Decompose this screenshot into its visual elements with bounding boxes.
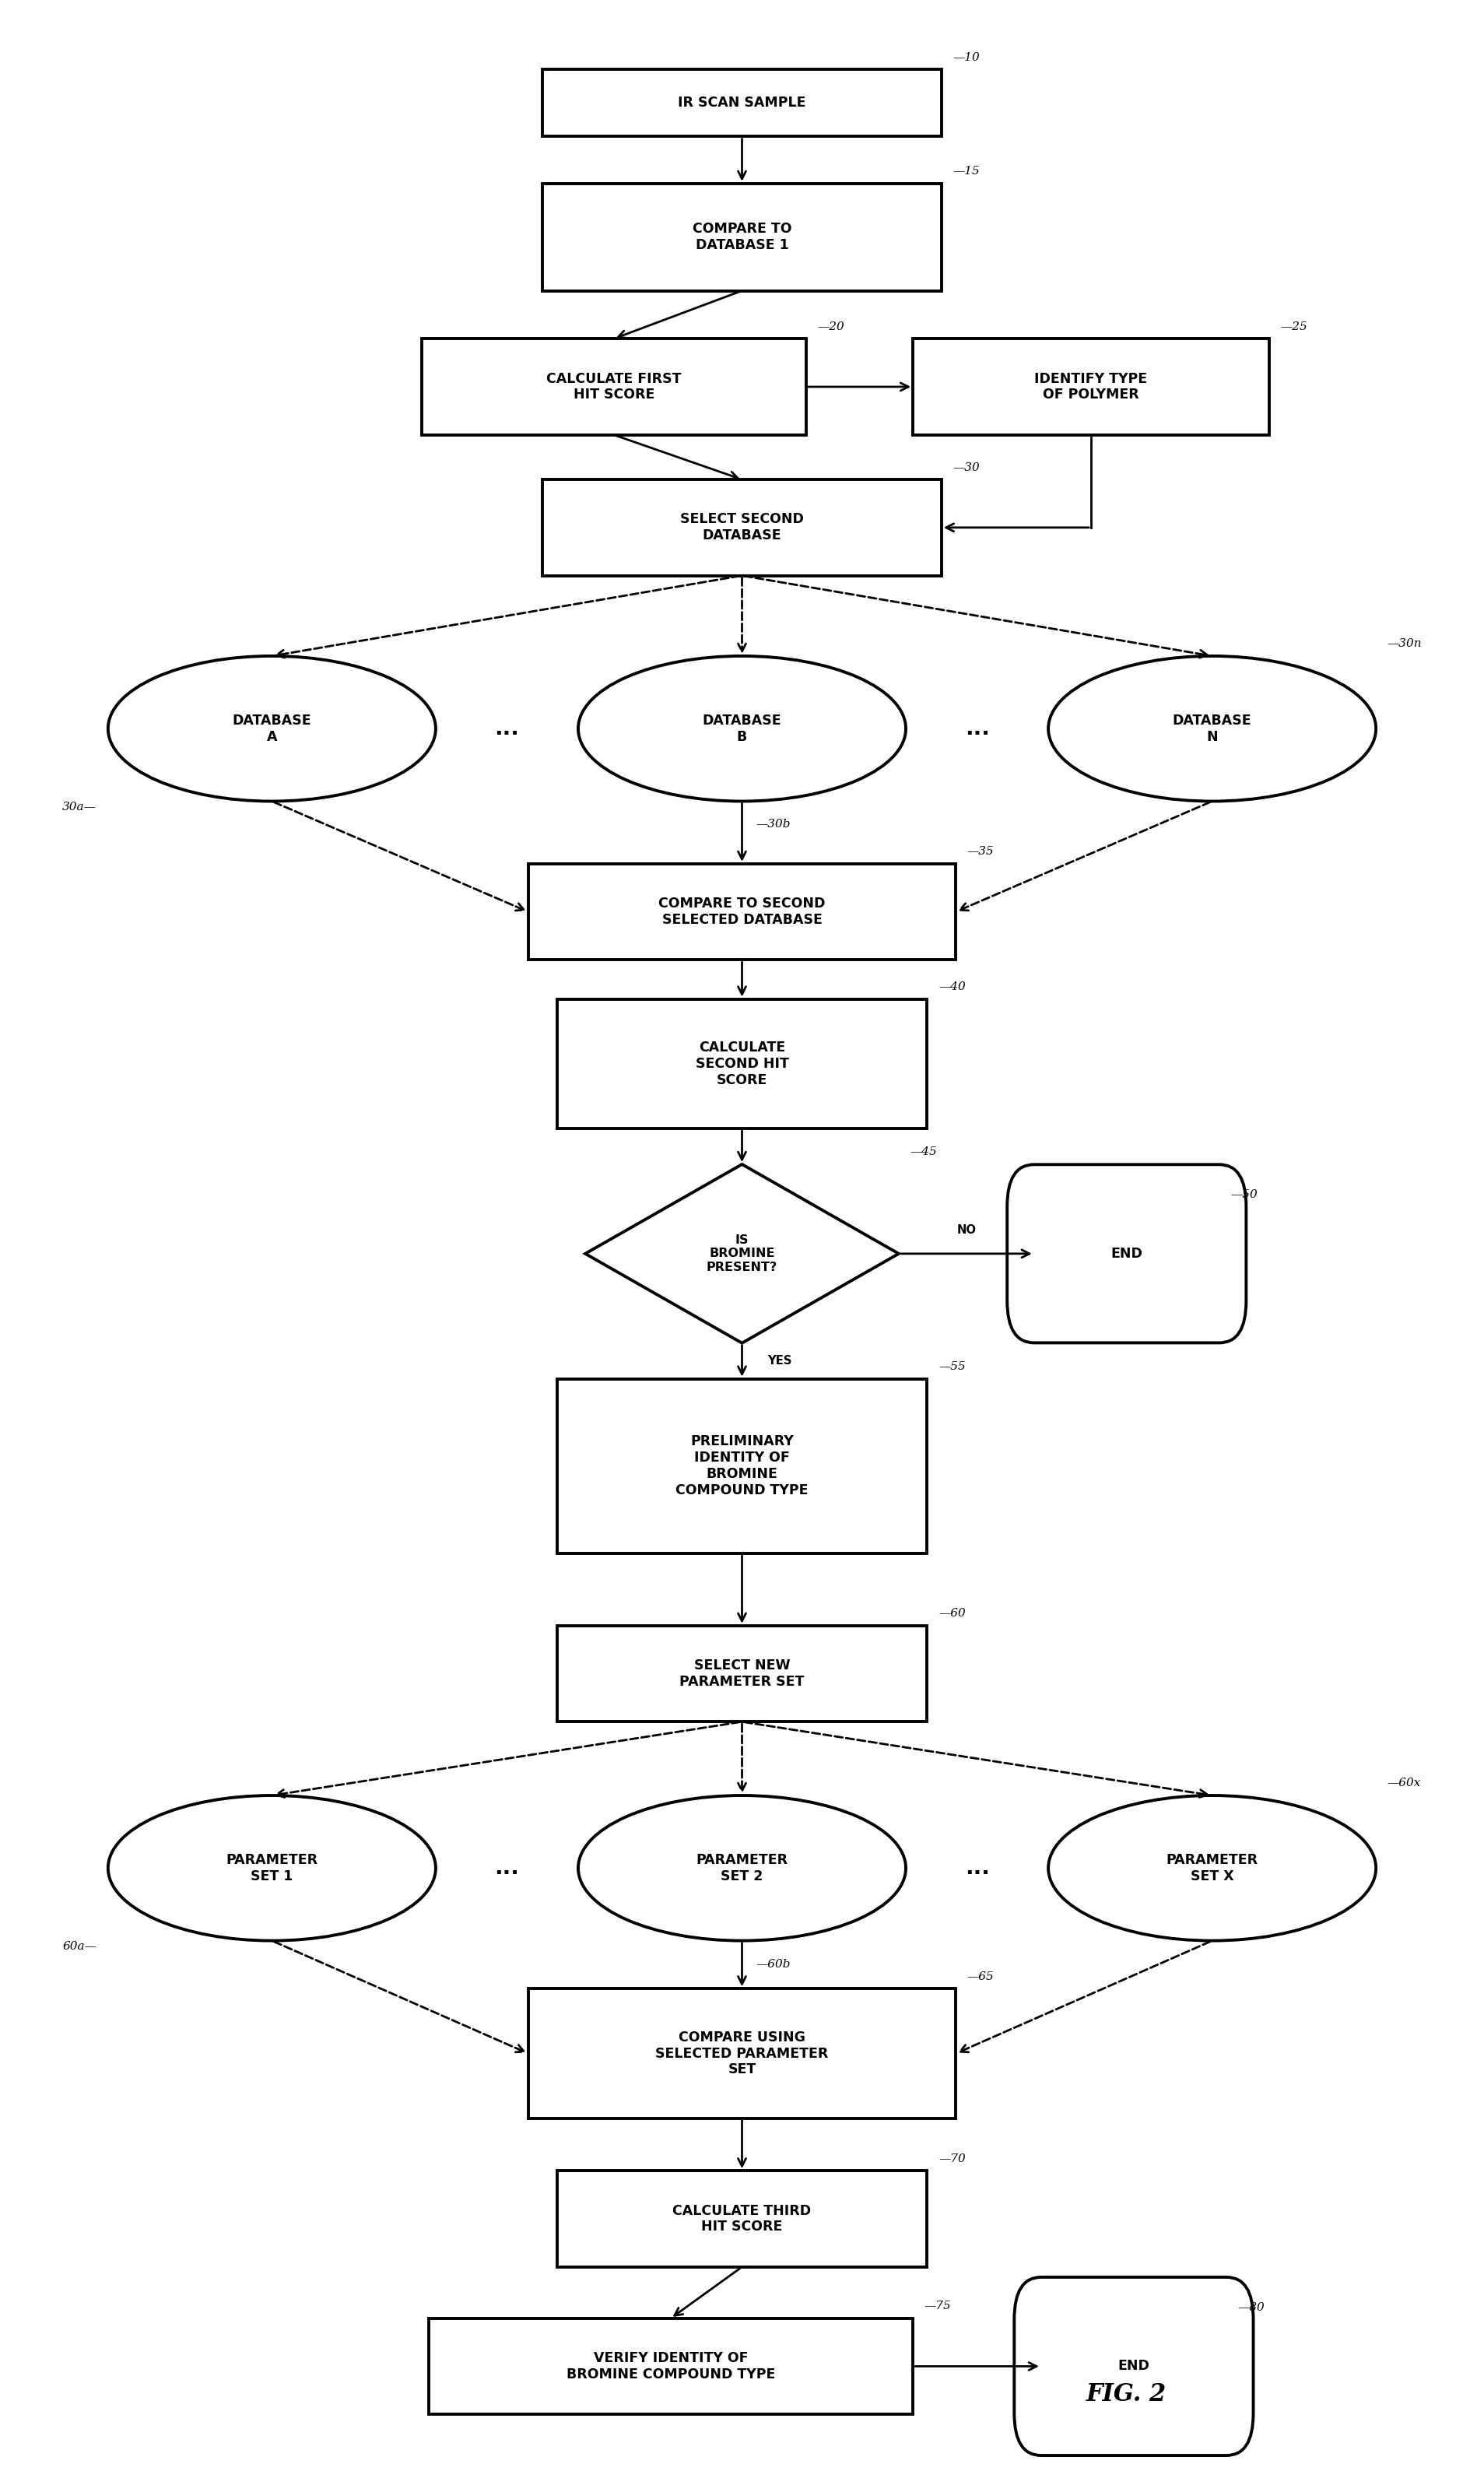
Text: —30n: —30n [1388,639,1422,649]
FancyBboxPatch shape [556,1379,928,1553]
Text: 60a—: 60a— [62,1941,96,1951]
Text: ...: ... [965,718,990,741]
Ellipse shape [1048,656,1376,800]
Text: —50: —50 [1230,1190,1258,1200]
Text: PARAMETER
SET 2: PARAMETER SET 2 [696,1854,788,1884]
Text: DATABASE
A: DATABASE A [233,713,312,743]
Text: IR SCAN SAMPLE: IR SCAN SAMPLE [678,97,806,109]
Text: —55: —55 [938,1362,966,1372]
Text: —70: —70 [938,2152,966,2164]
Text: PRELIMINARY
IDENTITY OF
BROMINE
COMPOUND TYPE: PRELIMINARY IDENTITY OF BROMINE COMPOUND… [675,1434,809,1496]
Text: —25: —25 [1281,321,1307,333]
FancyBboxPatch shape [543,480,941,577]
Text: —30: —30 [953,462,979,472]
Ellipse shape [579,1797,905,1941]
Text: FIG. 2: FIG. 2 [1086,2383,1166,2405]
Text: SELECT SECOND
DATABASE: SELECT SECOND DATABASE [680,512,804,542]
Polygon shape [585,1165,899,1342]
Text: END: END [1110,1247,1143,1260]
Text: —10: —10 [953,52,979,62]
Text: IDENTIFY TYPE
OF POLYMER: IDENTIFY TYPE OF POLYMER [1034,373,1147,403]
Text: 30a—: 30a— [62,800,96,813]
FancyBboxPatch shape [543,70,941,137]
Text: PARAMETER
SET X: PARAMETER SET X [1166,1854,1258,1884]
Text: VERIFY IDENTITY OF
BROMINE COMPOUND TYPE: VERIFY IDENTITY OF BROMINE COMPOUND TYPE [567,2351,775,2381]
FancyBboxPatch shape [429,2319,913,2415]
Text: —20: —20 [818,321,844,333]
Text: —30b: —30b [757,820,791,830]
Text: —65: —65 [968,1971,994,1983]
Text: NO: NO [957,1225,976,1235]
FancyBboxPatch shape [556,2172,928,2266]
Text: PARAMETER
SET 1: PARAMETER SET 1 [226,1854,318,1884]
Ellipse shape [1048,1797,1376,1941]
Text: COMPARE TO
DATABASE 1: COMPARE TO DATABASE 1 [693,221,791,251]
Text: —60b: —60b [757,1958,791,1971]
Text: —15: —15 [953,166,979,176]
FancyBboxPatch shape [543,184,941,291]
Text: YES: YES [767,1354,792,1367]
Ellipse shape [579,656,905,800]
Text: COMPARE TO SECOND
SELECTED DATABASE: COMPARE TO SECOND SELECTED DATABASE [659,897,825,927]
FancyBboxPatch shape [528,865,956,959]
Text: COMPARE USING
SELECTED PARAMETER
SET: COMPARE USING SELECTED PARAMETER SET [656,2030,828,2077]
Text: SELECT NEW
PARAMETER SET: SELECT NEW PARAMETER SET [680,1657,804,1690]
Text: END: END [1117,2358,1150,2373]
Text: —60x: —60x [1388,1777,1422,1789]
Text: —80: —80 [1238,2301,1264,2314]
FancyBboxPatch shape [1008,1165,1247,1342]
FancyBboxPatch shape [556,999,928,1128]
Text: CALCULATE FIRST
HIT SCORE: CALCULATE FIRST HIT SCORE [546,373,681,403]
Text: ...: ... [494,718,519,741]
Text: DATABASE
N: DATABASE N [1172,713,1251,743]
Text: CALCULATE
SECOND HIT
SCORE: CALCULATE SECOND HIT SCORE [696,1041,788,1086]
FancyBboxPatch shape [1014,2276,1254,2455]
FancyBboxPatch shape [556,1625,928,1722]
Text: DATABASE
B: DATABASE B [702,713,782,743]
Text: ...: ... [965,1856,990,1879]
Ellipse shape [108,656,436,800]
FancyBboxPatch shape [913,338,1269,435]
Text: ...: ... [494,1856,519,1879]
Text: IS
BROMINE
PRESENT?: IS BROMINE PRESENT? [706,1235,778,1272]
Text: —75: —75 [925,2301,951,2311]
Text: CALCULATE THIRD
HIT SCORE: CALCULATE THIRD HIT SCORE [672,2204,812,2234]
FancyBboxPatch shape [528,1988,956,2117]
Text: —60: —60 [938,1608,966,1618]
Ellipse shape [108,1797,436,1941]
Text: —45: —45 [910,1146,938,1158]
Text: —40: —40 [938,982,966,992]
FancyBboxPatch shape [421,338,806,435]
Text: —35: —35 [968,847,994,857]
